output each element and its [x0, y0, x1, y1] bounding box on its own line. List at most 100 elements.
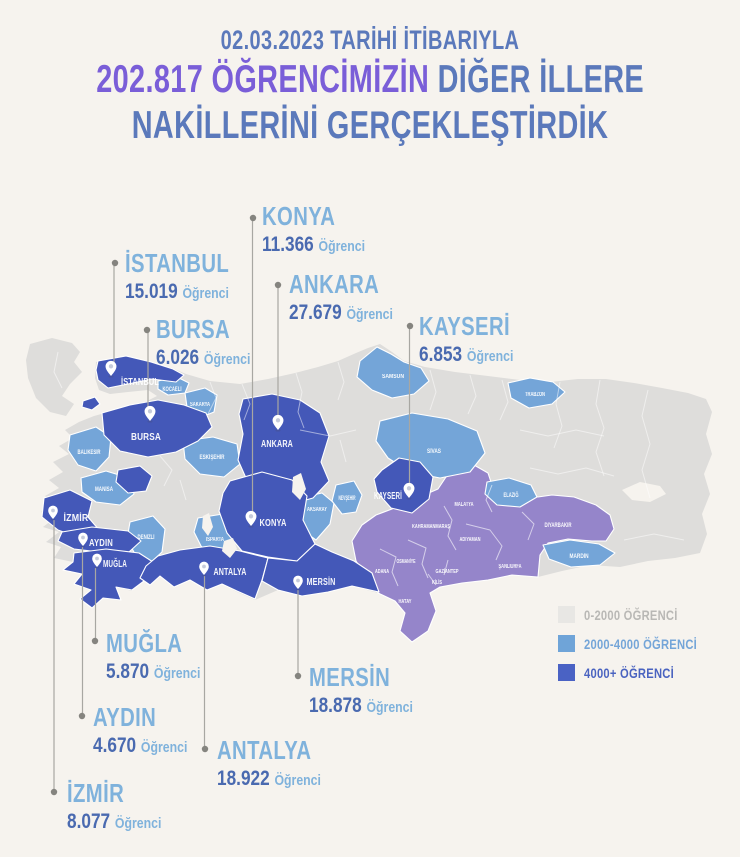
callout-aydin: AYDIN 4.670 Öğrenci: [93, 704, 208, 756]
map-label-malatya: MALATYA: [455, 502, 474, 508]
province-border-lines: [53, 351, 685, 541]
legend-label: 2000-4000 ÖĞRENCİ: [584, 635, 698, 652]
map-label-aydin: AYDIN: [89, 538, 113, 549]
callout-city-name: İSTANBUL: [125, 248, 230, 278]
map-label-mersin: MERSİN: [307, 575, 336, 588]
callout-kayseri: KAYSERİ 6.853 Öğrenci: [419, 313, 536, 365]
map-region-usak: [115, 465, 153, 494]
map-label-izmir: İZMİR: [64, 511, 90, 524]
callout-value: 15.019 Öğrenci: [125, 280, 229, 303]
callout-value: 18.878 Öğrenci: [309, 694, 413, 717]
legend-swatch-light-blue: [558, 635, 575, 652]
callout-konya: KONYA 11.366 Öğrenci: [262, 203, 388, 255]
map-label-samsun: SAMSUN: [382, 374, 404, 380]
map-legend: 0-2000 ÖĞRENCİ 2000-4000 ÖĞRENCİ 4000+ Ö…: [558, 606, 725, 693]
callout-value: 5.870 Öğrenci: [106, 660, 201, 683]
lake-egirdir: [202, 513, 213, 536]
map-label-adiyaman: ADIYAMAN: [460, 537, 481, 543]
map-label-elazig: ELAZIĞ: [504, 491, 519, 499]
map-region-earthquake-zone: [351, 464, 615, 643]
map-label-kilis: KİLİS: [432, 579, 443, 586]
map-label-hatay: HATAY: [399, 599, 413, 605]
map-label-osmaniye: OSMANİYE: [397, 558, 416, 565]
map-region-elazig: [484, 477, 538, 508]
legend-row-4000-plus: 4000+ ÖĞRENCİ: [558, 664, 725, 681]
map-label-sakarya: SAKARYA: [190, 402, 210, 408]
map-label-sivas: SİVAS: [427, 448, 441, 455]
map-region-thrace: [26, 338, 82, 416]
callout-leader-lines: [53, 220, 411, 789]
legend-label: 4000+ ÖĞRENCİ: [584, 664, 674, 681]
callout-izmir: İZMİR 8.077 Öğrenci: [67, 780, 182, 832]
map-region-mugla: [62, 548, 154, 609]
legend-swatch-gray: [558, 606, 575, 623]
map-region-nevsehir: [331, 480, 363, 515]
map-label-denizli: DENİZLİ: [138, 534, 155, 541]
callout-istanbul: İSTANBUL 15.019 Öğrenci: [125, 250, 259, 302]
map-region-eskisehir: [182, 436, 241, 478]
map-label-gaziantep: GAZİANTEP: [436, 568, 460, 575]
callout-city-name: MUĞLA: [106, 628, 183, 658]
map-label-balikesir: BALIKESİR: [78, 449, 101, 456]
map-label-kayseri: KAYSERİ: [374, 489, 402, 502]
map-region-istanbul: [95, 355, 185, 389]
map-label-mardin: MARDİN: [570, 553, 589, 560]
map-region-marmara-islet: [81, 396, 101, 411]
callout-mersin: MERSİN 18.878 Öğrenci: [309, 664, 436, 716]
map-label-manisa: MANİSA: [95, 486, 114, 493]
callout-ankara: ANKARA 27.679 Öğrenci: [289, 271, 416, 323]
title-date-line: 02.03.2023 TARİHİ İTİBARIYLA: [220, 25, 520, 55]
lake-van: [622, 482, 666, 502]
map-label-konya: KONYA: [260, 518, 287, 529]
map-label-diyarbakir: DİYARBAKIR: [545, 522, 572, 529]
map-label-kahramanmaras: KAHRAMANMARAŞ: [412, 524, 451, 530]
callout-bursa: BURSA 6.026 Öğrenci: [156, 316, 271, 368]
callout-city-name: KAYSERİ: [419, 311, 511, 341]
map-label-nevsehir: NEVŞEHİR: [339, 495, 356, 502]
title-rest: DİĞER İLLERE: [429, 58, 645, 102]
map-label-mugla: MUĞLA: [103, 557, 127, 570]
callout-city-name: ANTALYA: [217, 735, 312, 765]
callout-value: 18.922 Öğrenci: [217, 767, 321, 790]
title-main-line: 202.817 ÖĞRENCİMİZİN DİĞER İLLERE: [96, 58, 645, 102]
callout-city-name: KONYA: [262, 201, 336, 231]
legend-row-0-2000: 0-2000 ÖĞRENCİ: [558, 606, 725, 623]
lake-beysehir: [222, 538, 237, 558]
map-label-eskisehir: ESKİŞEHİR: [200, 454, 226, 461]
callout-dots: [50, 214, 414, 796]
callout-value: 8.077 Öğrenci: [67, 810, 162, 833]
callout-value: 11.366 Öğrenci: [262, 233, 365, 256]
map-region-trabzon: [507, 377, 566, 409]
map-region-samsun: [356, 346, 430, 399]
title-block: 02.03.2023 TARİHİ İTİBARIYLA 202.817 ÖĞR…: [0, 26, 740, 147]
map-region-balikesir: [67, 426, 112, 472]
legend-label: 0-2000 ÖĞRENCİ: [584, 606, 678, 623]
map-province-labels: İSTANBUL KOCAELİ SAKARYA BURSA BALIKESİR…: [64, 374, 589, 605]
map-region-mersin: [261, 543, 380, 597]
map-label-sanliurfa: ŞANLIURFA: [499, 564, 522, 570]
map-region-mardin: [542, 539, 616, 568]
map-label-ankara: ANKARA: [261, 439, 293, 450]
title-third-line: NAKİLLERİNİ GERÇEKLEŞTİRDİK: [131, 104, 609, 148]
map-region-bursa: [101, 399, 213, 458]
callout-antalya: ANTALYA 18.922 Öğrenci: [217, 737, 344, 789]
callout-value: 4.670 Öğrenci: [93, 734, 188, 757]
callout-value: 27.679 Öğrenci: [289, 301, 393, 324]
callout-value: 6.026 Öğrenci: [156, 346, 251, 369]
callout-city-name: MERSİN: [309, 662, 391, 692]
map-label-adana: ADANA: [375, 569, 389, 575]
callout-city-name: ANKARA: [289, 269, 380, 299]
map-label-istanbul: İSTANBUL: [121, 375, 159, 388]
callout-value: 6.853 Öğrenci: [419, 343, 514, 366]
earthquake-zone-borders: [379, 484, 535, 587]
map-label-bursa: BURSA: [131, 432, 161, 443]
map-label-isparta: ISPARTA: [206, 537, 224, 543]
title-highlight: 202.817 ÖĞRENCİMİZİN: [96, 58, 430, 102]
lake-tuz: [292, 473, 306, 500]
map-label-kocaeli: KOCAELİ: [163, 386, 182, 393]
callout-city-name: İZMİR: [67, 778, 125, 808]
callout-city-name: AYDIN: [93, 702, 157, 732]
legend-swatch-dark-blue: [558, 664, 575, 681]
